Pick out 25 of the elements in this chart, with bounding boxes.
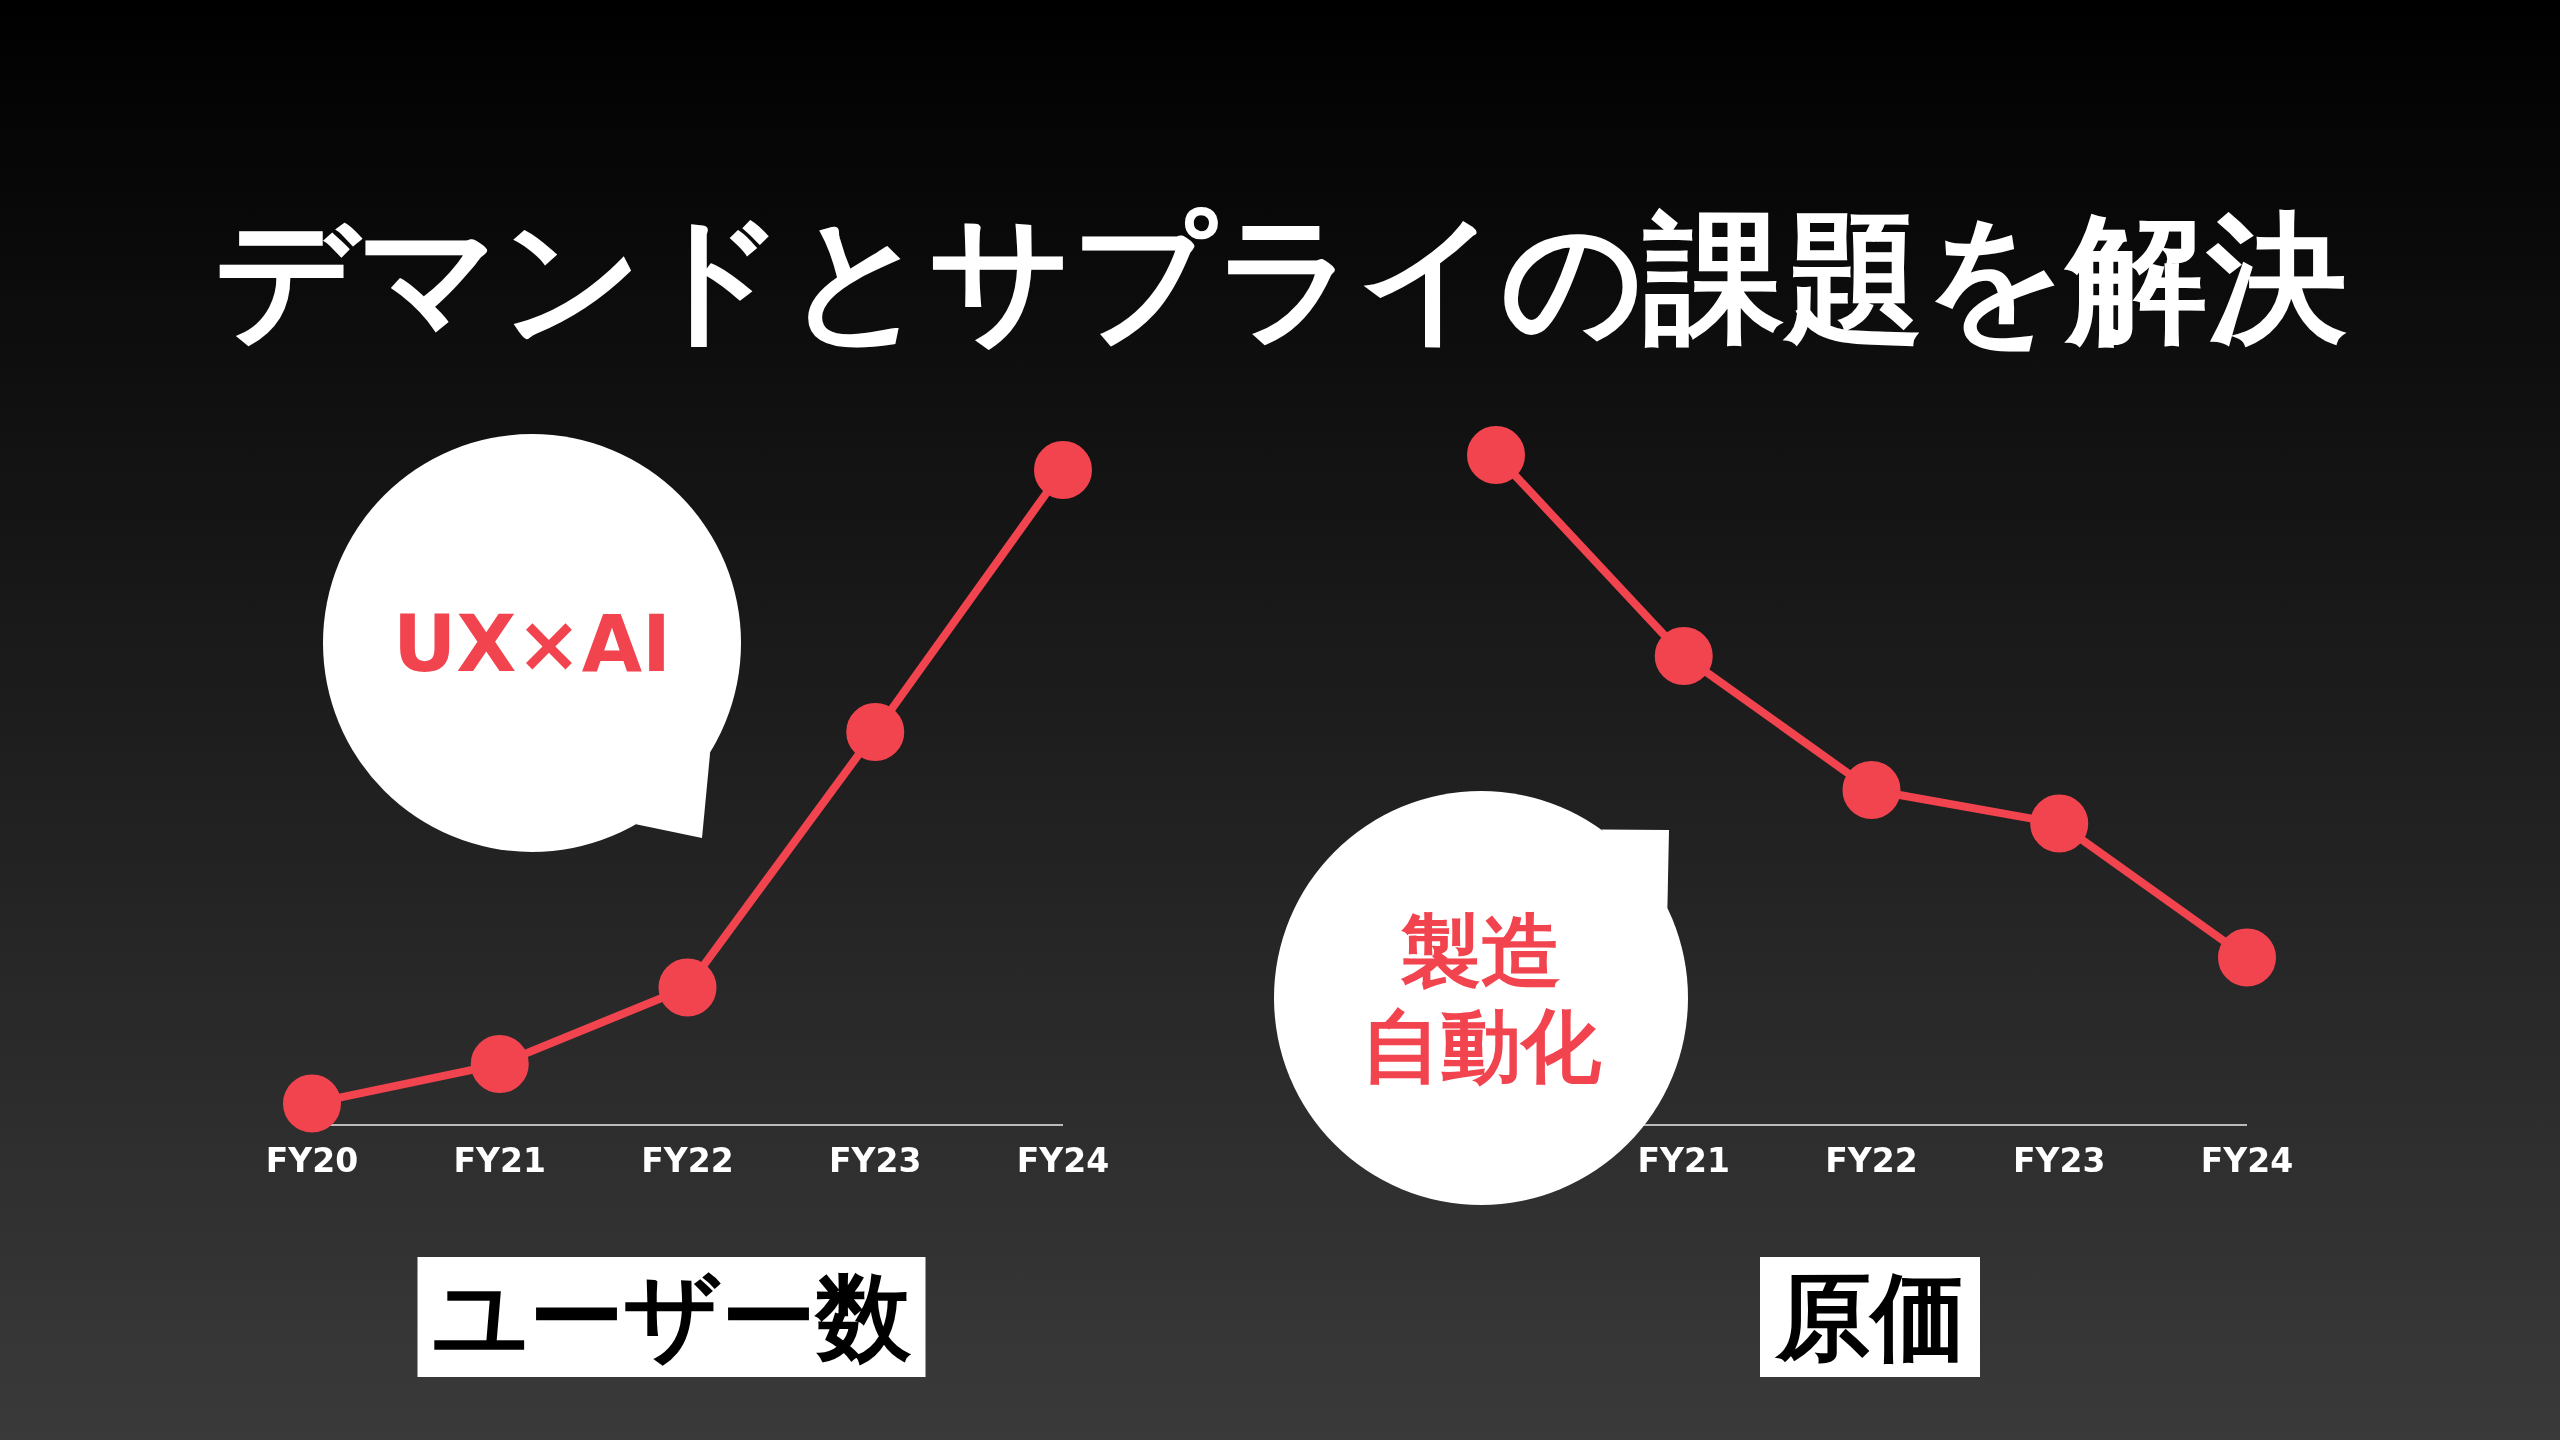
point [1842,761,1901,819]
x-axis-title: 原価 [1774,1262,1966,1372]
point [283,1074,341,1133]
point [2218,928,2276,987]
point [658,958,717,1017]
x-tick-label: FY23 [2013,1141,2106,1180]
annotation: 製造 [1400,905,1561,999]
point [846,703,905,761]
chart-title: デマンドとサプライの課題を解決 [213,197,2347,360]
x-tick-label: FY23 [829,1141,922,1180]
point [470,1035,529,1094]
annotation: 自動化 [1361,1000,1602,1094]
x-tick-label: FY22 [641,1141,734,1180]
point [1467,426,1525,484]
x-axis-title: ユーザー数 [431,1262,912,1372]
x-tick-label: FY24 [1016,1141,1110,1180]
point [2030,794,2089,853]
x-tick-label: FY24 [2200,1141,2294,1180]
point [1034,441,1092,499]
x-tick-label: FY21 [453,1141,546,1180]
x-tick-label: FY22 [1825,1141,1918,1180]
annotation: UX×AI [392,599,672,690]
point [1654,627,1713,685]
x-tick-label: FY21 [1637,1141,1730,1180]
x-tick-label: FY20 [265,1141,359,1180]
